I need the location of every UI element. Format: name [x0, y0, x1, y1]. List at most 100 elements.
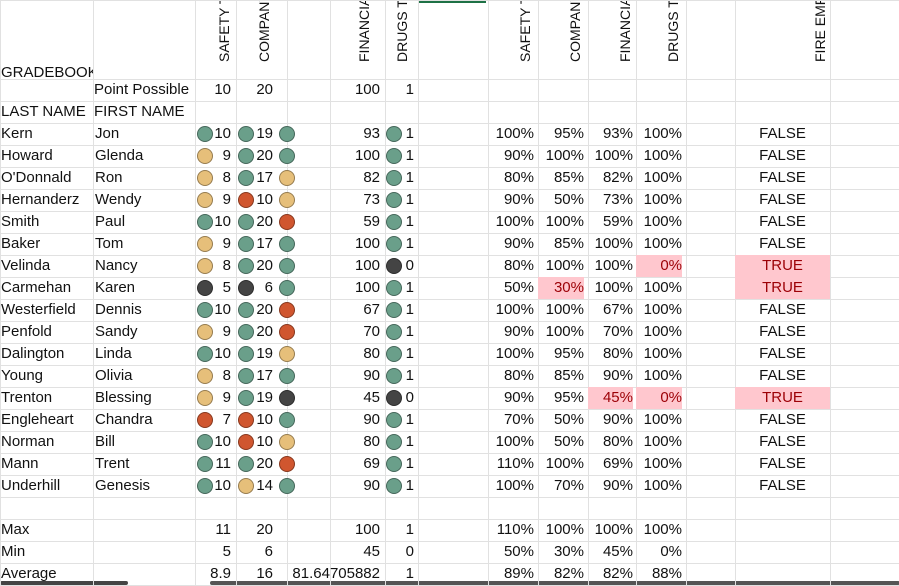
stat-company-pct[interactable]: 82% — [553, 565, 584, 582]
fire-employee-flag[interactable]: FALSE — [759, 213, 806, 230]
safety-pct[interactable]: 100% — [495, 477, 534, 494]
fire-employee-flag[interactable]: FALSE — [759, 301, 806, 318]
first-name[interactable]: Paul — [95, 213, 126, 230]
fire-employee-flag[interactable]: FALSE — [759, 367, 806, 384]
drugs-score[interactable]: 1 — [405, 367, 414, 384]
safety-score[interactable]: 7 — [222, 411, 231, 428]
stat-company[interactable]: 16 — [256, 565, 273, 582]
safety-pct[interactable]: 100% — [495, 433, 534, 450]
first-name[interactable]: Nancy — [95, 257, 138, 274]
last-name[interactable]: Young — [1, 367, 43, 384]
stat-safety-pct[interactable]: 50% — [503, 543, 534, 560]
fire-employee-flag[interactable]: FALSE — [759, 323, 806, 340]
fire-employee-flag[interactable]: FALSE — [759, 477, 806, 494]
points-financial[interactable]: 100 — [354, 81, 380, 98]
drugs-score[interactable]: 1 — [405, 477, 414, 494]
financial-score[interactable]: 45 — [363, 389, 380, 406]
last-name[interactable]: Carmehan — [1, 279, 72, 296]
company-score[interactable]: 6 — [264, 279, 273, 296]
header-safety-pct[interactable]: SAFETY TES — [517, 0, 533, 62]
safety-score[interactable]: 9 — [222, 147, 231, 164]
company-pct[interactable]: 50% — [553, 433, 584, 450]
company-pct[interactable]: 95% — [553, 345, 584, 362]
first-name[interactable]: Ron — [95, 169, 123, 186]
header-fire[interactable]: FIRE EMPLO — [812, 0, 828, 62]
drugs-pct[interactable]: 100% — [643, 191, 682, 208]
safety-score[interactable]: 10 — [214, 345, 231, 362]
stat-drugs-pct[interactable]: 0% — [660, 543, 682, 560]
stat-company[interactable]: 20 — [256, 521, 273, 538]
financial-pct[interactable]: 82% — [602, 169, 633, 186]
first-name[interactable]: Blessing — [95, 389, 152, 406]
company-pct[interactable]: 100% — [545, 323, 584, 340]
stat-drugs[interactable]: 0 — [405, 543, 414, 560]
drugs-score[interactable]: 1 — [405, 345, 414, 362]
fire-employee-flag[interactable]: FALSE — [759, 169, 806, 186]
financial-score[interactable]: 90 — [363, 411, 380, 428]
last-name[interactable]: Penfold — [1, 323, 52, 340]
fire-employee-flag[interactable]: TRUE — [735, 387, 830, 409]
points-company[interactable]: 20 — [256, 81, 273, 98]
last-name[interactable]: Smith — [1, 213, 40, 230]
drugs-pct[interactable]: 100% — [643, 125, 682, 142]
horizontal-scrollbar-track[interactable] — [210, 581, 899, 585]
financial-pct[interactable]: 90% — [602, 477, 633, 494]
financial-pct[interactable]: 67% — [602, 301, 633, 318]
drugs-score[interactable]: 1 — [405, 235, 414, 252]
financial-score[interactable]: 80 — [363, 433, 380, 450]
stat-safety[interactable]: 8.9 — [210, 565, 231, 582]
fire-employee-flag[interactable]: FALSE — [759, 191, 806, 208]
financial-score[interactable]: 100 — [354, 279, 380, 296]
drugs-score[interactable]: 1 — [405, 279, 414, 296]
financial-pct[interactable]: 45% — [588, 387, 633, 409]
drugs-pct[interactable]: 100% — [643, 147, 682, 164]
drugs-pct[interactable]: 100% — [643, 455, 682, 472]
company-score[interactable]: 10 — [256, 411, 273, 428]
safety-pct[interactable]: 80% — [503, 169, 534, 186]
company-pct[interactable]: 30% — [538, 277, 584, 299]
first-name[interactable]: Dennis — [95, 301, 142, 318]
header-financial[interactable]: FINANCIAL — [356, 0, 372, 62]
safety-pct[interactable]: 90% — [503, 147, 534, 164]
drugs-pct[interactable]: 100% — [643, 213, 682, 230]
last-name[interactable]: Mann — [1, 455, 39, 472]
drugs-pct[interactable]: 100% — [643, 345, 682, 362]
last-name[interactable]: Howard — [1, 147, 53, 164]
stat-company-pct[interactable]: 100% — [545, 521, 584, 538]
drugs-score[interactable]: 1 — [405, 147, 414, 164]
financial-score[interactable]: 69 — [363, 455, 380, 472]
drugs-score[interactable]: 1 — [405, 433, 414, 450]
fire-employee-flag[interactable]: FALSE — [759, 235, 806, 252]
safety-pct[interactable]: 100% — [495, 213, 534, 230]
points-drugs[interactable]: 1 — [405, 81, 414, 98]
safety-score[interactable]: 9 — [222, 389, 231, 406]
first-name[interactable]: Jon — [95, 125, 120, 142]
stat-drugs[interactable]: 1 — [405, 565, 414, 582]
drugs-pct[interactable]: 100% — [643, 279, 682, 296]
safety-pct[interactable]: 100% — [495, 301, 534, 318]
safety-score[interactable]: 8 — [222, 367, 231, 384]
fire-employee-flag[interactable]: FALSE — [759, 455, 806, 472]
financial-pct[interactable]: 100% — [594, 257, 633, 274]
financial-pct[interactable]: 80% — [602, 433, 633, 450]
last-name[interactable]: Hernanderz — [1, 191, 80, 208]
stat-financial[interactable]: 100 — [354, 521, 380, 538]
last-name[interactable]: Baker — [1, 235, 41, 252]
company-score[interactable]: 19 — [256, 345, 273, 362]
company-pct[interactable]: 95% — [553, 125, 584, 142]
first-name[interactable]: Olivia — [95, 367, 133, 384]
fire-employee-flag[interactable]: FALSE — [759, 147, 806, 164]
drugs-score[interactable]: 1 — [405, 169, 414, 186]
stat-company[interactable]: 6 — [264, 543, 273, 560]
first-name[interactable]: Karen — [95, 279, 136, 296]
last-name[interactable]: O'Donnald — [1, 169, 72, 186]
financial-score[interactable]: 59 — [363, 213, 380, 230]
company-score[interactable]: 17 — [256, 367, 273, 384]
financial-score[interactable]: 73 — [363, 191, 380, 208]
stat-safety-pct[interactable]: 110% — [496, 521, 534, 538]
drugs-pct[interactable]: 100% — [643, 323, 682, 340]
stat-label[interactable]: Average — [1, 565, 57, 582]
drugs-score[interactable]: 1 — [405, 323, 414, 340]
safety-pct[interactable]: 80% — [503, 367, 534, 384]
safety-score[interactable]: 10 — [214, 125, 231, 142]
